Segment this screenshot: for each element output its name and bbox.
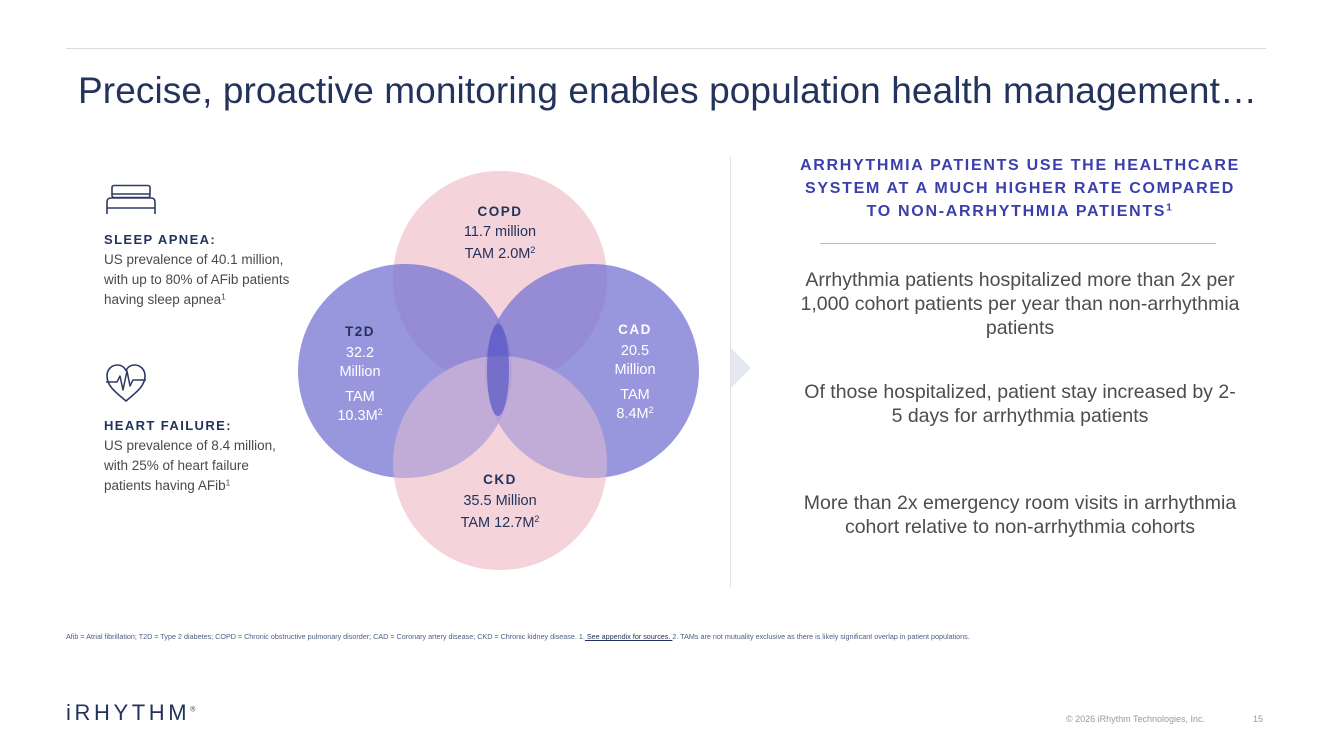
chevron-right-icon xyxy=(731,348,753,393)
vertical-divider xyxy=(730,156,731,588)
sleep-apnea-heading: SLEEP APNEA: xyxy=(104,232,217,247)
t2d-tam-label: TAM xyxy=(345,389,375,405)
heart-failure-desc: US prevalence of 8.4 million, with 25% o… xyxy=(104,438,276,493)
cad-prevalence-value: 20.5 xyxy=(620,343,650,359)
t2d-prevalence-value: 32.2 xyxy=(345,345,375,361)
cad-label: CAD 20.5 Million TAM 8.4M2 xyxy=(595,320,675,424)
copd-tam: TAM 2.0M2 xyxy=(464,245,536,262)
copd-label: COPD 11.7 million TAM 2.0M2 xyxy=(440,204,560,262)
ckd-prevalence: 35.5 Million xyxy=(463,493,537,509)
heart-failure-block: HEART FAILURE: US prevalence of 8.4 mill… xyxy=(104,418,294,496)
ckd-tam: TAM 12.7M2 xyxy=(460,514,540,531)
logo: iRHYTHM® xyxy=(66,700,196,725)
stat-item: More than 2x emergency room visits in ar… xyxy=(803,492,1237,538)
sleep-apnea-desc: US prevalence of 40.1 million, with up t… xyxy=(104,252,290,307)
venn-diagram: COPD 11.7 million TAM 2.0M2 T2D 32.2 Mil… xyxy=(290,150,710,580)
t2d-label: T2D 32.2 Million TAM 10.3M2 xyxy=(320,322,400,426)
sleep-apnea-block: SLEEP APNEA: US prevalence of 40.1 milli… xyxy=(104,232,294,310)
stat-item: Arrhythmia patients hospitalized more th… xyxy=(800,269,1240,339)
heart-failure-heading: HEART FAILURE: xyxy=(104,418,232,433)
cad-tam: 8.4M2 xyxy=(616,405,654,422)
ckd-label: CKD 35.5 Million TAM 12.7M2 xyxy=(435,472,565,531)
cad-name: CAD xyxy=(618,322,652,337)
stats-rule xyxy=(820,243,1216,244)
cad-prevalence-unit: Million xyxy=(614,362,656,378)
center-overlap xyxy=(487,324,509,416)
copd-prevalence: 11.7 million xyxy=(463,224,537,240)
sources-link[interactable]: See appendix for sources. xyxy=(584,632,673,641)
footnote: Afib = Atrial fibrillation; T2D = Type 2… xyxy=(66,632,970,641)
t2d-name: T2D xyxy=(344,324,375,339)
page-number: 15 xyxy=(1253,714,1264,724)
top-rule xyxy=(66,48,1266,49)
heart-pulse-icon xyxy=(104,362,148,409)
cad-circle xyxy=(485,264,699,478)
ckd-overlay-circle xyxy=(393,356,607,570)
t2d-tam: 10.3M2 xyxy=(337,407,383,424)
cad-tam-label: TAM xyxy=(620,387,650,403)
copd-name: COPD xyxy=(477,204,523,219)
copyright: © 2026 iRhythm Technologies, Inc. xyxy=(1066,714,1206,724)
t2d-prevalence-unit: Million xyxy=(339,364,381,380)
stats-heading: ARRHYTHMIA PATIENTS USE THE HEALTHCARE S… xyxy=(799,157,1240,220)
page-title: Precise, proactive monitoring enables po… xyxy=(78,70,1258,111)
t2d-circle xyxy=(298,264,512,478)
stat-item: Of those hospitalized, patient stay incr… xyxy=(804,381,1236,427)
bed-icon xyxy=(104,184,158,223)
ckd-name: CKD xyxy=(483,472,517,487)
